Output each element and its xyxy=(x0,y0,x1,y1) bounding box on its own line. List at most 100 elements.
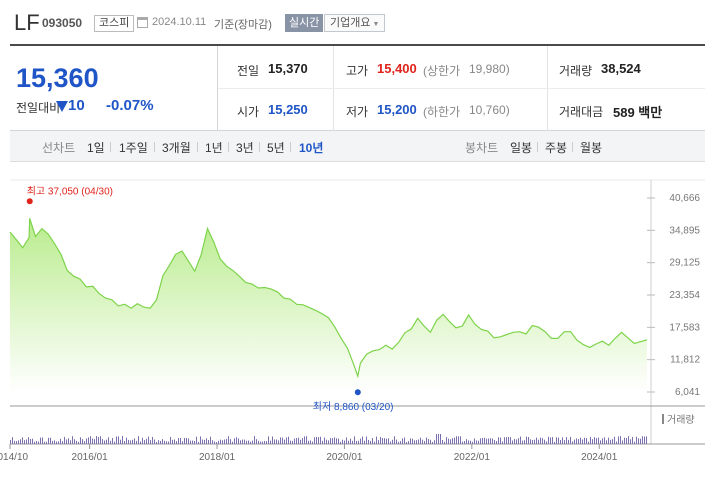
volume-bar xyxy=(96,436,97,444)
tab-divider xyxy=(259,142,260,152)
volume-bar xyxy=(292,440,293,444)
volume-bar xyxy=(204,439,205,444)
volume-bar xyxy=(634,441,635,444)
volume-bar xyxy=(238,438,239,444)
volume-bar xyxy=(106,439,107,444)
volume-bar xyxy=(458,436,459,444)
volume-bar xyxy=(352,440,353,444)
market-badge: 코스피 xyxy=(94,15,135,32)
volume-bar xyxy=(72,436,73,444)
volume-bar xyxy=(566,437,567,444)
tab-1d[interactable]: 1일 xyxy=(87,141,105,155)
volume-bar xyxy=(538,439,539,444)
tab-1w[interactable]: 1주일 xyxy=(119,141,148,155)
volume-bar xyxy=(474,438,475,444)
volume-bar xyxy=(82,439,83,444)
volume-bar xyxy=(600,440,601,444)
volume-bar xyxy=(10,439,11,444)
volume-bar xyxy=(554,441,555,444)
volume-bar xyxy=(130,440,131,444)
calendar-icon xyxy=(137,17,148,28)
volume-bar xyxy=(304,436,305,444)
volume-bar xyxy=(430,439,431,444)
volume-bar xyxy=(394,436,395,444)
volume-bar xyxy=(552,437,553,444)
volume-bar xyxy=(532,440,533,444)
tab-5y[interactable]: 5년 xyxy=(267,141,285,155)
tab-3y[interactable]: 3년 xyxy=(236,141,254,155)
volume-bar xyxy=(632,436,633,444)
volume-bar xyxy=(526,436,527,444)
volume-bar xyxy=(502,441,503,444)
volume-bar xyxy=(426,437,427,444)
volume-bar xyxy=(218,440,219,444)
volume-bar xyxy=(182,441,183,444)
volume-bar xyxy=(340,441,341,444)
volume-bar xyxy=(18,440,19,444)
chart-period-tabs: 선차트 1일 1주일 3개월 1년 3년 5년 10년 봉차트 일봉 주봉 월봉 xyxy=(10,131,705,162)
tab-weekly-candle[interactable]: 주봉 xyxy=(545,141,568,155)
tab-3m[interactable]: 3개월 xyxy=(162,141,191,155)
volume-bar xyxy=(268,436,269,444)
volume-bar xyxy=(78,441,79,444)
volume-bar xyxy=(126,437,127,444)
volume-bar xyxy=(176,441,177,444)
volume-bar xyxy=(84,441,85,444)
volume-bar xyxy=(20,439,21,444)
tab-1y[interactable]: 1년 xyxy=(205,141,223,155)
y-tick-label: 40,666 xyxy=(669,193,700,204)
tab-daily-candle[interactable]: 일봉 xyxy=(510,141,533,155)
volume-bar xyxy=(360,438,361,444)
volume-bar xyxy=(354,436,355,444)
volume-bar xyxy=(80,437,81,444)
volume-bar xyxy=(392,439,393,444)
volume-bar xyxy=(232,441,233,444)
current-price-box: 15,360 전일대비 10 -0.07% xyxy=(10,46,218,131)
volume-bar xyxy=(524,440,525,444)
volume-bar xyxy=(116,436,117,444)
volume-bar xyxy=(582,439,583,444)
volume-bar xyxy=(590,436,591,444)
tab-10y[interactable]: 10년 xyxy=(299,141,324,155)
realtime-button[interactable]: 실시간 xyxy=(285,14,324,32)
volume-bar xyxy=(42,437,43,444)
volume-bar xyxy=(348,440,349,444)
corp-overview-dropdown[interactable]: 기업개요 ▼ xyxy=(324,14,386,32)
volume-bar xyxy=(110,440,111,444)
stock-name: LF xyxy=(14,10,40,35)
volume-bar xyxy=(210,436,211,444)
price-summary: 15,360 전일대비 10 -0.07% 전일 15,370 고가 15,40… xyxy=(10,44,705,131)
volume-bar xyxy=(630,439,631,444)
volume-label: 거래량 xyxy=(559,64,593,78)
volume-bar xyxy=(620,436,621,444)
y-tick-label: 23,354 xyxy=(669,290,700,301)
volume-bar xyxy=(478,440,479,444)
volume-bar xyxy=(142,437,143,444)
corp-overview-label: 기업개요 xyxy=(330,17,371,29)
volume-bar xyxy=(324,437,325,444)
volume-bar xyxy=(16,441,17,444)
volume-bar xyxy=(76,440,77,444)
volume-bar xyxy=(420,437,421,444)
price-chart[interactable]: 40,666 34,895 29,125 23,354 17,583 11,812 6,04… xyxy=(0,162,705,479)
volume-bar xyxy=(120,439,121,444)
volume-bar xyxy=(390,441,391,444)
volume-bar xyxy=(622,440,623,444)
volume-bar xyxy=(572,441,573,444)
volume-bar xyxy=(358,440,359,444)
volume-bar xyxy=(38,441,39,444)
volume-bar xyxy=(136,440,137,444)
volume-bar xyxy=(300,439,301,444)
volume-bar xyxy=(462,441,463,444)
volume-bar xyxy=(612,439,613,444)
volume-bar xyxy=(306,436,307,444)
volume-bar xyxy=(638,438,639,444)
tab-monthly-candle[interactable]: 월봉 xyxy=(580,141,603,155)
volume-bar xyxy=(342,439,343,444)
volume-bar xyxy=(470,440,471,444)
volume-bar xyxy=(212,440,213,444)
volume-bar xyxy=(248,440,249,444)
volume-bar xyxy=(48,437,49,444)
volume-bar xyxy=(432,441,433,444)
y-tick-label: 11,812 xyxy=(670,355,700,366)
